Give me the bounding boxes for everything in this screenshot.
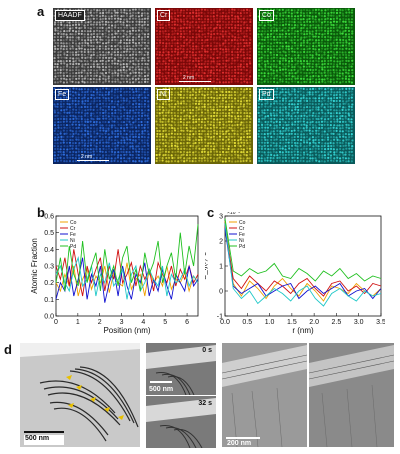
legend-label: Cr <box>239 226 245 232</box>
scale-bar-label: 2 nm <box>81 154 93 160</box>
y-tick-label: 0.4 <box>44 247 54 254</box>
x-tick-label: 2.0 <box>309 319 319 326</box>
series-line-cr <box>224 225 382 297</box>
x-tick-label: 4 <box>141 319 145 326</box>
legend-label: Co <box>70 220 77 226</box>
element-map-label: Cr <box>157 10 171 21</box>
y-tick-label: 0.3 <box>44 264 54 271</box>
legend-label: Co <box>239 220 246 226</box>
panel-letter-d: d <box>4 342 12 357</box>
y-tick-label: 0.6 <box>44 214 54 221</box>
x-tick-label: 1.5 <box>287 319 297 326</box>
x-tick-label: 3.0 <box>354 319 364 326</box>
legend-label: Cr <box>70 226 76 232</box>
y-tick-label: 1 <box>219 264 223 271</box>
sro-parameter-chart: 0.0 0.5 1.0 1.5 2.0 2.5 3.0 3.5 -1 0 1 2 3 CoCrFeNiPd… <box>205 212 385 335</box>
y-tick-label: 0.2 <box>44 280 54 287</box>
element-map-fe: Fe 2 nm <box>53 87 151 164</box>
plot-frame <box>224 215 382 317</box>
x-tick-label: 5 <box>163 319 167 326</box>
element-map-label: Fe <box>55 89 70 100</box>
y-tick-label: -1 <box>217 314 223 321</box>
x-axis-label: Position (nm) <box>103 326 150 335</box>
tem-high-mag-pair: 200 nm <box>222 343 394 447</box>
x-tick-label: 0 <box>54 319 58 326</box>
x-tick-label: 0.5 <box>242 319 252 326</box>
series-line-pd <box>55 224 199 292</box>
scale-bar-label-1: 500 nm <box>25 435 50 442</box>
x-axis-label: r (nm) <box>292 326 314 335</box>
y-tick-label: 0.0 <box>44 314 54 321</box>
x-tick-label: 0.0 <box>220 319 230 326</box>
series-line-fe <box>224 228 382 300</box>
legend-label: Fe <box>70 232 76 238</box>
x-tick-label: 6 <box>185 319 189 326</box>
element-map-ni: Ni <box>155 87 253 164</box>
scale-bar <box>179 81 211 82</box>
tem-frame-0s: 0 s 500 nm <box>146 343 216 395</box>
tem-frame-32s: 32 s <box>146 396 216 448</box>
y-tick-label: 0.5 <box>44 230 54 237</box>
series-line-ni <box>224 223 382 307</box>
x-tick-label: 2.5 <box>332 319 342 326</box>
x-tick-label: 3.5 <box>376 319 385 326</box>
panel-letter-b: b <box>37 205 45 220</box>
legend-label: Fe <box>239 232 245 238</box>
x-tick-label: 1 <box>76 319 80 326</box>
legend-label: Ni <box>70 238 75 244</box>
tem-dislocation-image: 500 nm <box>20 343 140 447</box>
time-label-32s: 32 s <box>198 400 212 407</box>
scale-bar-2 <box>150 381 172 383</box>
scale-bar-label: 2 nm <box>183 75 195 81</box>
time-label-0s: 0 s <box>202 347 212 354</box>
series-line-pd <box>224 218 382 282</box>
scale-bar-label-3: 200 nm <box>227 440 252 447</box>
legend-label: Ni <box>239 238 244 244</box>
panel-letter-a: a <box>37 4 45 19</box>
legend-label: Pd <box>239 244 245 250</box>
y-tick-label: 2 <box>219 239 223 246</box>
x-tick-label: 2 <box>98 319 102 326</box>
element-map-label: HAADF <box>55 10 85 21</box>
y-tick-label: 0.1 <box>44 297 54 304</box>
element-map-pd: Pd <box>257 87 355 164</box>
x-tick-label: 3 <box>120 319 124 326</box>
y-axis-exponent: ×10⁻³ <box>227 212 240 216</box>
element-map-co: Co <box>257 8 355 85</box>
element-map-label: Ni <box>157 89 170 100</box>
panel-letter-c: c <box>207 205 215 220</box>
x-tick-label: 1.0 <box>265 319 275 326</box>
element-map-label: Co <box>259 10 274 21</box>
element-map-haadf: HAADF <box>53 8 151 85</box>
y-axis-label: Atomic Fraction <box>30 238 39 294</box>
element-map-label: Pd <box>259 89 274 100</box>
scale-bar-label-2: 500 nm <box>149 386 174 393</box>
scale-bar <box>77 160 109 161</box>
y-tick-label: 0 <box>219 289 223 296</box>
y-tick-label: 3 <box>219 214 223 221</box>
element-map-cr: Cr 2 nm <box>155 8 253 85</box>
series-line-co <box>224 220 382 302</box>
legend-label: Pd <box>70 244 76 250</box>
y-axis-label: S_ij(r)-c <box>205 252 208 280</box>
